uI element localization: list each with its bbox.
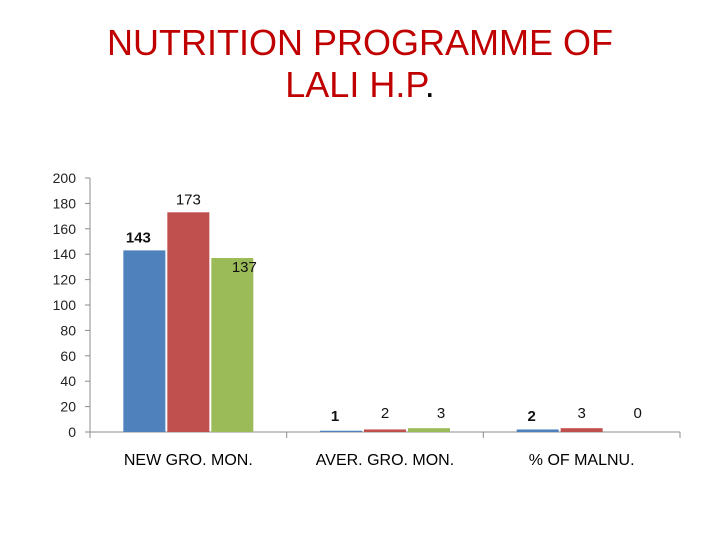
bar	[516, 429, 559, 432]
y-tick-label: 40	[60, 373, 76, 389]
title-line-2-text: LALI H.P	[285, 64, 425, 105]
data-label: 1	[331, 408, 339, 425]
chart-bars	[123, 212, 603, 432]
y-tick-label: 140	[53, 246, 77, 262]
title-line-1: NUTRITION PROGRAMME OF	[107, 22, 613, 63]
bar	[560, 428, 603, 432]
category-label: AVER. GRO. MON.	[316, 452, 454, 469]
y-tick-label: 200	[53, 170, 77, 186]
data-label: 3	[577, 405, 585, 422]
bar	[123, 250, 166, 432]
title-line-2: LALI H.P.	[0, 64, 720, 106]
y-tick-label: 100	[53, 297, 77, 313]
y-tick-label: 0	[68, 424, 76, 440]
y-tick-label: 20	[60, 399, 76, 415]
bar	[167, 212, 210, 432]
bar	[320, 430, 362, 432]
bar	[408, 428, 450, 432]
y-tick-label: 180	[53, 195, 77, 211]
y-tick-label: 120	[53, 272, 77, 288]
y-tick-label: 60	[60, 348, 76, 364]
data-label: 3	[437, 405, 445, 422]
y-tick-label: 80	[60, 322, 76, 338]
bar	[211, 258, 254, 432]
category-label: % OF MALNU.	[529, 452, 635, 469]
data-label: 2	[527, 408, 535, 425]
data-label: 137	[232, 259, 257, 276]
x-axis-categories: NEW GRO. MON. AVER. GRO. MON. % OF MALNU.	[89, 432, 681, 469]
data-label: 173	[176, 191, 201, 208]
category-label: NEW GRO. MON.	[124, 452, 253, 469]
title-dot: .	[424, 64, 435, 105]
data-label: 2	[381, 405, 389, 422]
y-tick-label: 160	[53, 221, 77, 237]
data-label: 0	[633, 405, 641, 422]
bar	[364, 429, 406, 432]
y-axis-ticks: 0 20 40 60 80 100 120 140 160 180 200	[53, 170, 90, 440]
chart-title: NUTRITION PROGRAMME OF LALI H.P.	[0, 22, 720, 106]
data-label: 143	[126, 229, 151, 246]
data-labels: 143 1 2 173 2 3 137 3 0	[126, 191, 642, 425]
